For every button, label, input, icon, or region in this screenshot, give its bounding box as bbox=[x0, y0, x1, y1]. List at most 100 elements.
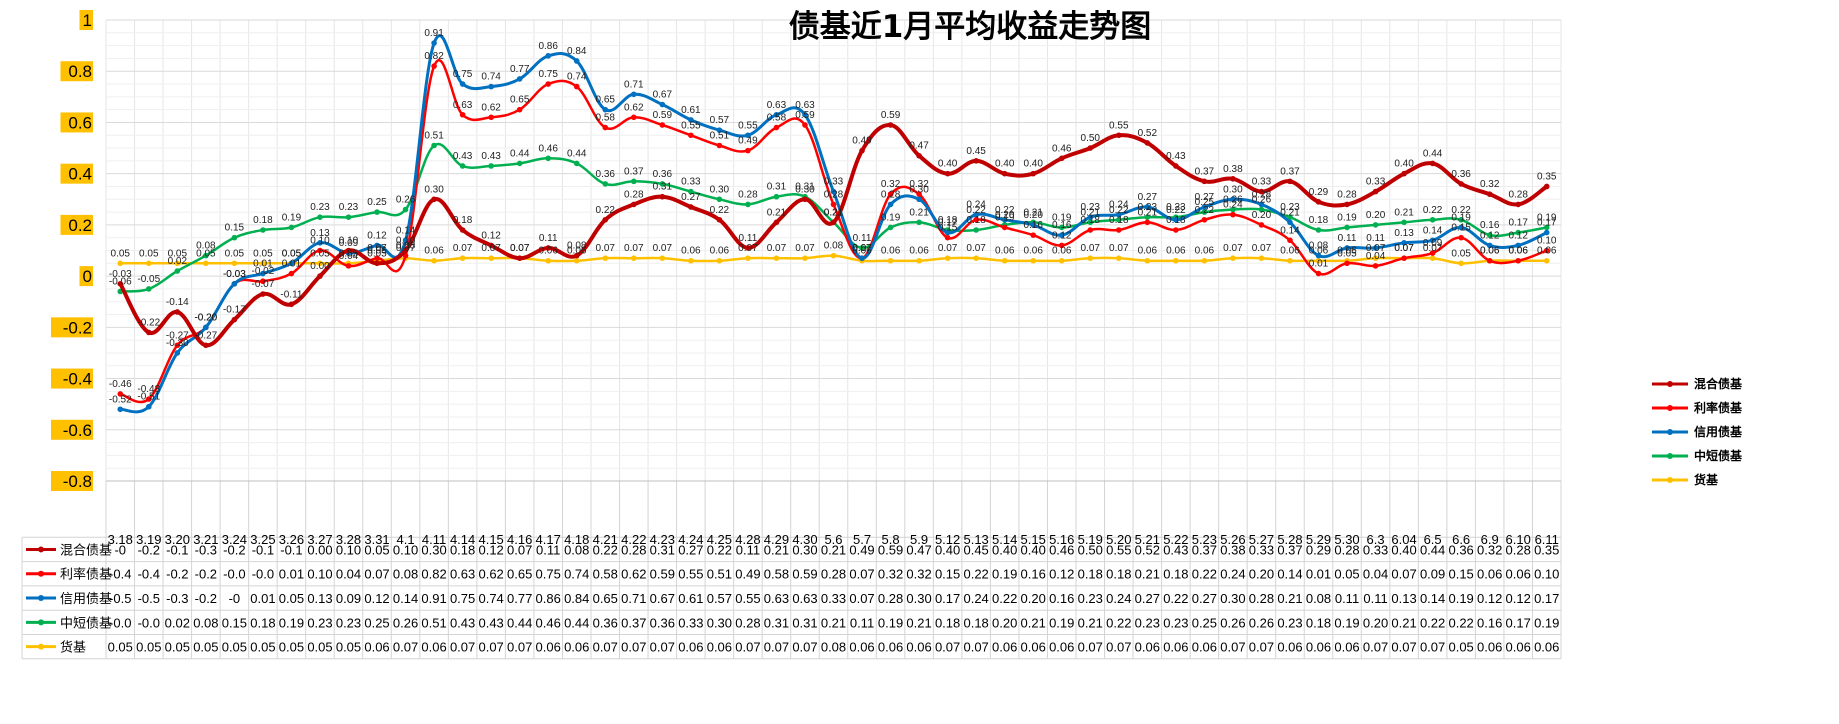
x-tick-label: 5.12 bbox=[935, 532, 960, 547]
data-point bbox=[288, 270, 295, 277]
y-tick-highlight bbox=[51, 471, 93, 491]
table-cell: 0.65 bbox=[507, 567, 532, 582]
table-cell: 0.35 bbox=[1534, 542, 1559, 557]
table-cell: 0.23 bbox=[336, 615, 361, 630]
table-cell: 0.07 bbox=[478, 640, 503, 655]
data-point bbox=[145, 329, 152, 336]
table-cell: 0.58 bbox=[593, 567, 618, 582]
data-point bbox=[1315, 199, 1322, 205]
data-label: 0.28 bbox=[1337, 189, 1357, 200]
table-cell: 0.18 bbox=[450, 542, 475, 557]
table-cell: 0.23 bbox=[1078, 591, 1103, 606]
table-cell: 0.05 bbox=[108, 640, 133, 655]
table-cell: 0.19 bbox=[1049, 615, 1074, 630]
data-point bbox=[1001, 224, 1008, 231]
data-point bbox=[916, 152, 922, 159]
table-cell: 0.45 bbox=[963, 542, 988, 557]
data-label: 0.07 bbox=[1081, 243, 1101, 254]
x-tick-label: 4.23 bbox=[650, 532, 675, 547]
data-label: 0.49 bbox=[852, 136, 872, 147]
data-label: 0.06 bbox=[1052, 246, 1072, 257]
data-point bbox=[630, 255, 637, 261]
table-cell: 0.23 bbox=[1163, 615, 1188, 630]
data-point bbox=[716, 216, 723, 223]
data-label: 0.06 bbox=[1508, 246, 1528, 257]
data-label: 0.43 bbox=[1166, 151, 1186, 162]
data-point bbox=[1315, 270, 1322, 277]
data-labels: -0.03 -0.22 -0.14 -0.27 -0.17 -0.07 -0.11 0.00 0… bbox=[109, 28, 1557, 405]
data-label: -0.06 bbox=[109, 276, 132, 287]
table-cell: 0.06 bbox=[849, 640, 874, 655]
table-cell: 0.13 bbox=[1391, 591, 1416, 606]
table-cell: -0.0 bbox=[109, 615, 131, 630]
data-label: 0.22 bbox=[1451, 205, 1471, 216]
data-label: 0.18 bbox=[1309, 215, 1329, 226]
data-label: 0.05 bbox=[282, 248, 302, 259]
table-cell: 0.23 bbox=[1135, 615, 1160, 630]
data-label: 0.40 bbox=[938, 159, 958, 170]
y-tick-label: 0.6 bbox=[68, 113, 92, 132]
table-cell: 0.05 bbox=[1448, 640, 1473, 655]
data-label: 0.32 bbox=[909, 179, 929, 190]
table-cell: 0.05 bbox=[336, 640, 361, 655]
data-label: 0.15 bbox=[938, 223, 958, 234]
x-tick-label: 5.28 bbox=[1277, 532, 1302, 547]
data-label: 0.19 bbox=[881, 212, 901, 223]
data-point bbox=[1543, 247, 1550, 254]
data-point bbox=[459, 227, 466, 233]
table-cell: 0.33 bbox=[1249, 542, 1274, 557]
data-point bbox=[1144, 214, 1151, 221]
table-cell: 0.05 bbox=[136, 640, 161, 655]
data-label: 0.40 bbox=[1023, 159, 1043, 170]
data-label: 0.05 bbox=[111, 248, 131, 259]
data-point bbox=[1173, 163, 1179, 169]
table-cell: -0.4 bbox=[138, 567, 160, 582]
data-label: 0.07 bbox=[1252, 243, 1272, 254]
data-label: 0.44 bbox=[1423, 148, 1443, 159]
data-point bbox=[830, 219, 837, 226]
data-label: 0.20 bbox=[1023, 210, 1043, 221]
data-point bbox=[602, 181, 609, 187]
data-point bbox=[1372, 255, 1379, 261]
table-cell: -0.2 bbox=[138, 542, 160, 557]
table-cell: -0 bbox=[229, 591, 241, 606]
data-point bbox=[288, 260, 295, 267]
data-label: -0.27 bbox=[166, 330, 189, 341]
x-tick-label: 5.30 bbox=[1334, 532, 1359, 547]
table-cell: 0.09 bbox=[1420, 567, 1445, 582]
data-label: 0.05 bbox=[253, 248, 273, 259]
data-point bbox=[973, 211, 979, 218]
data-label: -0.07 bbox=[252, 279, 275, 290]
data-point bbox=[1344, 260, 1350, 267]
data-label: 0.30 bbox=[710, 184, 730, 195]
table-cell: 0.06 bbox=[678, 640, 703, 655]
data-label: 0.59 bbox=[881, 110, 901, 121]
table-cell: 0.06 bbox=[536, 640, 561, 655]
data-point bbox=[1030, 257, 1037, 264]
table-cell: 0.19 bbox=[1534, 615, 1559, 630]
table-cell: 0.07 bbox=[1391, 640, 1416, 655]
data-label: 0.10 bbox=[339, 236, 359, 247]
data-label: 0.63 bbox=[453, 100, 473, 111]
data-label: 0.28 bbox=[1252, 189, 1272, 200]
table-cell: 0.06 bbox=[1192, 640, 1217, 655]
data-label: 0.18 bbox=[453, 215, 473, 226]
data-label: 0.14 bbox=[1423, 225, 1443, 236]
data-point bbox=[1058, 155, 1065, 162]
x-tick-label: 6.3 bbox=[1367, 532, 1385, 547]
table-cell: 0.07 bbox=[364, 567, 389, 582]
table-cell: 0.55 bbox=[735, 591, 760, 606]
data-label: 0.05 bbox=[339, 248, 359, 259]
data-label: 0.37 bbox=[624, 166, 644, 177]
data-point bbox=[317, 260, 323, 267]
legend-marker bbox=[1667, 381, 1673, 387]
table-cell: 0.11 bbox=[1363, 591, 1387, 606]
table-cell: 0.05 bbox=[250, 640, 275, 655]
data-point bbox=[573, 160, 580, 167]
data-point bbox=[973, 216, 979, 223]
series-lines bbox=[117, 34, 1550, 414]
data-label: 0.21 bbox=[824, 207, 844, 218]
table-cell: 0.20 bbox=[992, 615, 1017, 630]
data-point bbox=[117, 280, 124, 287]
table-cell: 0.16 bbox=[1021, 567, 1046, 582]
